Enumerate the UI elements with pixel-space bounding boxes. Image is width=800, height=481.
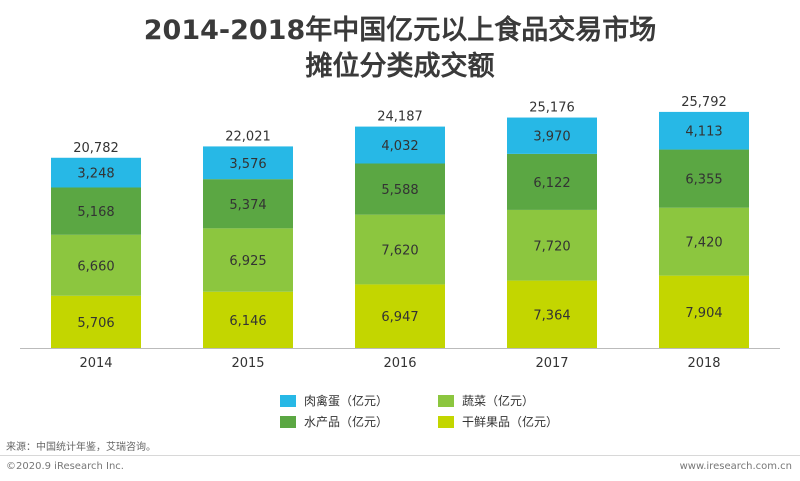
data-label-2-2014: 5,168 [77,205,114,220]
legend-swatch-fruit [438,415,454,428]
bar-segment-3-2017 [507,117,597,154]
total-label-2017: 25,176 [529,101,575,116]
data-label-2-2015: 5,374 [229,198,266,213]
bar-segment-1-2018 [659,207,749,276]
data-label-0-2014: 5,706 [77,316,114,331]
x-tick-label-2016: 2016 [383,356,416,371]
bar-segment-3-2014 [51,157,141,188]
source-note: 来源：中国统计年鉴，艾瑞咨询。 [6,442,156,453]
legend-item-aquatic: 水产品（亿元） [280,413,388,430]
bar-segment-2-2015 [203,179,293,229]
bar-segment-0-2016 [355,284,445,348]
data-label-1-2017: 7,720 [533,239,570,254]
bar-segment-0-2017 [507,280,597,348]
x-tick-label-2015: 2015 [231,356,264,371]
copyright-text: ©2020.9 iResearch Inc. [6,461,124,472]
bar-segment-3-2018 [659,111,749,150]
data-label-0-2016: 6,947 [381,310,418,325]
legend-label-fruit: 干鲜果品（亿元） [462,415,559,429]
x-tick-label-2018: 2018 [687,356,720,371]
bar-segment-1-2017 [507,209,597,281]
data-label-2-2016: 5,588 [381,183,418,198]
data-label-3-2016: 4,032 [381,139,418,154]
legend-swatch-meat [280,394,296,407]
data-label-2-2017: 6,122 [533,176,570,191]
data-label-0-2015: 6,146 [229,314,266,329]
data-label-3-2014: 3,248 [77,167,114,182]
legend-item-fruit: 干鲜果品（亿元） [438,413,558,430]
legend-label-vegetable: 蔬菜（亿元） [462,394,535,408]
legend-swatch-aquatic [280,415,296,428]
legend-label-meat: 肉禽蛋（亿元） [304,394,389,408]
chart-title-line-2: 摊位分类成交额 [305,51,495,82]
data-label-1-2018: 7,420 [685,236,722,251]
data-label-0-2018: 7,904 [685,306,722,321]
legend-swatch-vegetable [438,394,454,407]
legend-item-meat: 肉禽蛋（亿元） [280,392,388,409]
data-label-1-2015: 6,925 [229,254,266,269]
total-label-2015: 22,021 [225,129,271,144]
bar-segment-0-2018 [659,275,749,348]
bar-segment-0-2014 [51,295,141,348]
data-label-2-2018: 6,355 [685,173,722,188]
website-url: www.iresearch.com.cn [679,461,792,472]
bar-segment-2-2014 [51,187,141,235]
bar-segment-2-2016 [355,163,445,215]
bar-segment-1-2015 [203,228,293,292]
bar-segment-2-2018 [659,149,749,208]
footer-divider [0,455,800,456]
bar-segment-1-2016 [355,214,445,285]
legend-label-aquatic: 水产品（亿元） [304,415,389,429]
total-label-2016: 24,187 [377,110,423,125]
bar-segment-1-2014 [51,234,141,296]
data-label-3-2018: 4,113 [685,125,722,140]
total-label-2018: 25,792 [681,95,727,110]
bar-segment-3-2016 [355,126,445,164]
data-label-1-2014: 6,660 [77,259,114,274]
chart-title-line-1: 2014-2018年中国亿元以上食品交易市场 [143,15,657,46]
x-tick-label-2014: 2014 [79,356,112,371]
x-tick-label-2017: 2017 [535,356,568,371]
data-label-1-2016: 7,620 [381,244,418,259]
bar-segment-3-2015 [203,146,293,180]
data-label-0-2017: 7,364 [533,308,570,323]
data-label-3-2017: 3,970 [533,130,570,145]
legend-item-vegetable: 蔬菜（亿元） [438,392,534,409]
data-label-3-2015: 3,576 [229,157,266,172]
bar-segment-0-2015 [203,291,293,348]
bar-segment-2-2017 [507,153,597,210]
total-label-2014: 20,782 [73,141,119,156]
